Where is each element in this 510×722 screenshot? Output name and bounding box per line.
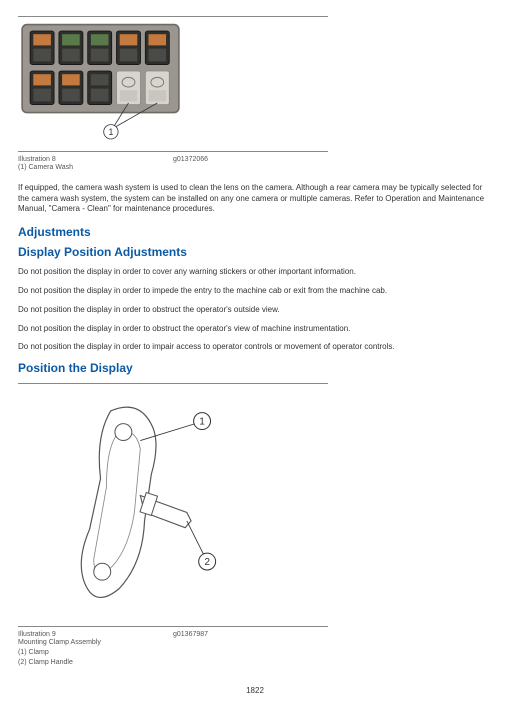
legend-line-2: (1) Clamp: [18, 648, 328, 658]
legend-line-1: Mounting Clamp Assembly: [18, 638, 328, 648]
illustration-8-legend: (1) Camera Wash: [18, 163, 492, 173]
heading-display-position: Display Position Adjustments: [18, 245, 492, 259]
illustration-8-gcode: g01372066: [173, 156, 328, 163]
page-number: 1822: [18, 686, 492, 695]
callout-1b: 1: [199, 417, 205, 428]
figure-2-caption: Illustration 9 g01367987: [18, 631, 328, 638]
switch-panel-image: 1: [18, 23, 183, 143]
callout-2: 2: [204, 557, 210, 568]
heading-position-display: Position the Display: [18, 361, 492, 375]
intro-paragraph: If equipped, the camera wash system is u…: [18, 183, 492, 215]
display-pos-p1: Do not position the display in order to …: [18, 267, 492, 278]
heading-adjustments: Adjustments: [18, 225, 492, 239]
display-pos-p4: Do not position the display in order to …: [18, 324, 492, 335]
clamp-assembly-image: 1 2: [58, 394, 248, 614]
callout-1: 1: [108, 127, 113, 137]
illustration-9-legend: Mounting Clamp Assembly (1) Clamp (2) Cl…: [18, 638, 328, 667]
display-pos-p3: Do not position the display in order to …: [18, 305, 492, 316]
illustration-8-label: Illustration 8: [18, 156, 173, 163]
figure-1: 1: [18, 16, 328, 152]
figure-2: 1 2: [18, 383, 328, 627]
illustration-9-label: Illustration 9: [18, 631, 173, 638]
illustration-9-gcode: g01367987: [173, 631, 328, 638]
display-pos-p5: Do not position the display in order to …: [18, 342, 492, 353]
figure-1-caption: Illustration 8 g01372066: [18, 156, 328, 163]
display-pos-p2: Do not position the display in order to …: [18, 286, 492, 297]
legend-line-3: (2) Clamp Handle: [18, 658, 328, 668]
